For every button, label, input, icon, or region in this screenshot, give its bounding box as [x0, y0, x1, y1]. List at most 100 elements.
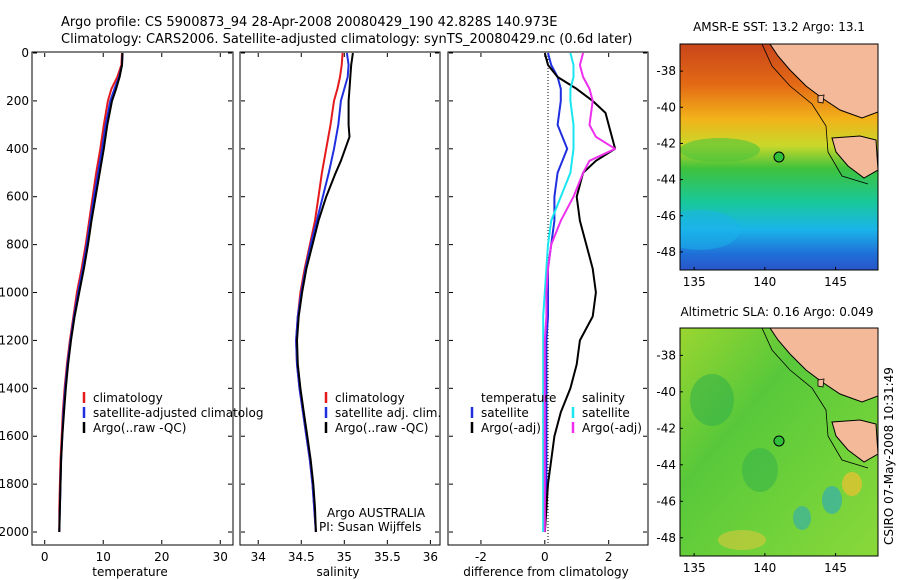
difference-axes-box [447, 51, 649, 546]
sst-map-frame [679, 43, 879, 271]
difference-panel: -2 0 2 difference from climatology tempera… [447, 51, 649, 579]
sla-blob-4 [793, 506, 811, 530]
institution-label: Argo AUSTRALIA [327, 506, 426, 520]
temperature-panel: 0 200 400 600 800 1000 1200 1400 1600 1800 2000 0 1… [0, 46, 263, 579]
temperature-xlabel: temperature [92, 565, 167, 579]
temperature-legend: climatology satellite-adjusted climatolo… [82, 391, 263, 435]
sla-lat-label: -48 [656, 531, 676, 545]
sla-lat-tick-labels: -38 -40 -42 -44 -46 -48 [656, 348, 683, 545]
legend-heading-temperature: temperature [481, 391, 556, 405]
sla-argo-location-marker [773, 435, 785, 447]
difference-series-temperature-argo-adj- [543, 52, 617, 533]
temperature-series-satellite-adjusted-climatology [58, 52, 124, 533]
salinity-series-argo-raw-qc- [296, 52, 354, 533]
difference-xtick-label: 2 [605, 550, 613, 564]
temperature-xtick-label: 20 [154, 550, 169, 564]
temperature-series [58, 52, 124, 533]
legend-label-satellite-adjusted: satellite-adjusted climatolog [93, 406, 263, 420]
pi-label: PI: Susan Wijffels [319, 520, 421, 534]
sla-blob-3 [822, 486, 842, 514]
difference-xtick-label: 0 [541, 550, 549, 564]
sla-map-title: Altimetric SLA: 0.16 Argo: 0.049 [680, 305, 873, 319]
sst-lon-label: 135 [683, 275, 706, 289]
legend-label-argo: Argo(..raw -QC) [335, 421, 428, 435]
sst-lat-label: -38 [656, 64, 676, 78]
salinity-xtick-label: 36 [423, 550, 438, 564]
sla-lat-label: -38 [656, 348, 676, 362]
temperature-series-argo-raw-qc- [58, 52, 124, 533]
legend-heading-salinity: salinity [582, 391, 625, 405]
sla-lat-label: -44 [656, 458, 676, 472]
sla-field [680, 328, 878, 556]
sla-lat-label: -40 [656, 385, 676, 399]
salinity-series-satellite-adj-clim- [295, 52, 350, 533]
footer-stamp: CSIRO 07-May-2008 10:31:49 [882, 367, 896, 545]
sla-map-panel: Altimetric SLA: 0.16 Argo: 0.049 -38 -40 -… [656, 305, 879, 575]
sla-lon-label: 145 [824, 561, 847, 575]
depth-tick-label: 1600 [0, 429, 29, 443]
salinity-legend: climatology satellite adj. clim. Argo(..… [324, 391, 441, 435]
temperature-xtick-label: 0 [41, 550, 49, 564]
difference-xtick-label: -2 [475, 550, 487, 564]
sst-lat-label: -48 [656, 245, 676, 259]
difference-series-salinity-argo-adj- [543, 52, 617, 532]
depth-tick-label: 200 [6, 94, 29, 108]
legend-label-temp-argo: Argo(-adj) [481, 421, 541, 435]
difference-xlabel: difference from climatology [463, 565, 629, 579]
header-line-2: Climatology: CARS2006. Satellite-adjuste… [61, 32, 633, 47]
salinity-series [295, 52, 354, 533]
depth-tick-label: 400 [6, 142, 29, 156]
sst-lon-label: 145 [824, 275, 847, 289]
temperature-xtick-label: 10 [96, 550, 111, 564]
legend-label-climatology: climatology [335, 391, 405, 405]
depth-tick-label: 0 [21, 46, 29, 60]
sst-warm-patch [680, 138, 760, 162]
sst-map-title: AMSR-E SST: 13.2 Argo: 13.1 [693, 20, 865, 34]
sst-lat-tick-labels: -38 -40 -42 -44 -46 -48 [656, 64, 683, 259]
depth-tick-label: 1800 [0, 477, 29, 491]
sst-lon-tick-labels: 135 140 145 [683, 267, 847, 289]
sla-blob-6 [718, 530, 766, 550]
header-line-1: Argo profile: CS 5900873_94 28-Apr-2008 … [61, 15, 557, 30]
legend-label-sal-satellite: satellite [582, 406, 630, 420]
difference-series-temperature-satellite [543, 52, 569, 533]
depth-tick-labels: 0 200 400 600 800 1000 1200 1400 1600 1800 2000 [0, 46, 29, 539]
salinity-xtick-label: 34.5 [288, 550, 315, 564]
sst-shelf-contour [761, 44, 869, 185]
sla-land-tasmania [831, 419, 878, 463]
sla-shelf-contour [761, 328, 869, 469]
depth-tick-label: 1000 [0, 286, 29, 300]
depth-tick-label: 1200 [0, 333, 29, 347]
salinity-panel: 34 34.5 35 35.5 36 salinity climatology sate… [239, 51, 441, 579]
sla-lon-tick-labels: 135 140 145 [683, 553, 847, 575]
difference-series [542, 52, 617, 533]
depth-tick-label: 800 [6, 238, 29, 252]
salinity-x-ticks: 34 34.5 35 35.5 36 [251, 53, 438, 564]
sla-blob-5 [842, 472, 862, 496]
sst-lon-label: 140 [753, 275, 776, 289]
salinity-axes-box [239, 51, 441, 546]
sla-land-mainland [769, 328, 878, 403]
sla-blob-1 [690, 374, 734, 426]
sst-lat-label: -40 [656, 100, 676, 114]
depth-tick-label: 2000 [0, 525, 29, 539]
temperature-series-climatology [58, 52, 123, 532]
sst-land-mainland [769, 44, 878, 119]
sst-land-tasmania [831, 135, 878, 179]
sst-lat-label: -42 [656, 136, 676, 150]
sst-lat-label: -44 [656, 173, 676, 187]
depth-tick-label: 1400 [0, 381, 29, 395]
temperature-axes-box [31, 51, 234, 546]
salinity-xtick-label: 35.5 [374, 550, 401, 564]
sla-blob-2 [742, 448, 778, 492]
sla-lat-label: -42 [656, 421, 676, 435]
legend-label-temp-satellite: satellite [481, 406, 529, 420]
salinity-xlabel: salinity [316, 565, 359, 579]
salinity-xtick-label: 35 [337, 550, 352, 564]
legend-label-climatology: climatology [93, 391, 163, 405]
sla-lon-label: 140 [753, 561, 776, 575]
sst-field [680, 44, 878, 270]
sst-lat-label: -46 [656, 209, 676, 223]
depth-tick-label: 600 [6, 190, 29, 204]
